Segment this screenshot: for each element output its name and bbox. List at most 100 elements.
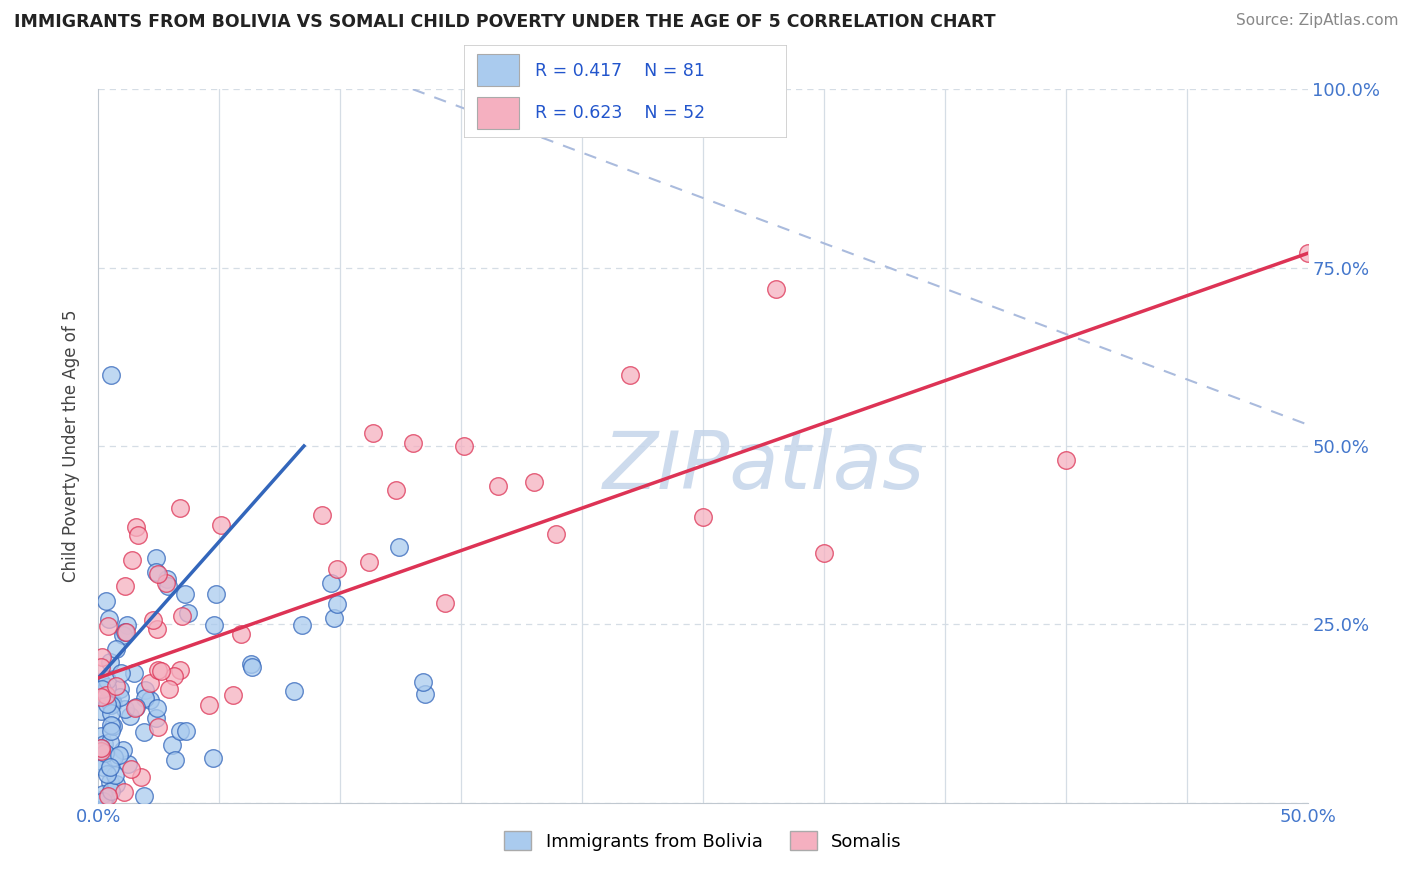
Point — [544, 527, 567, 541]
Point — [139, 693, 162, 707]
Point — [169, 500, 191, 515]
Point — [326, 598, 349, 612]
Point — [101, 719, 124, 733]
Point — [105, 777, 128, 791]
Point — [157, 682, 180, 697]
Point — [357, 556, 380, 570]
Point — [96, 673, 118, 687]
Point — [149, 664, 172, 678]
Point — [90, 740, 112, 755]
Text: R = 0.623    N = 52: R = 0.623 N = 52 — [536, 104, 706, 122]
Point — [97, 612, 120, 626]
Point — [162, 738, 184, 752]
Point — [145, 566, 167, 580]
Point — [108, 690, 131, 705]
Point — [146, 567, 169, 582]
Point — [101, 693, 124, 707]
Point — [388, 540, 411, 554]
Point — [91, 681, 114, 696]
Point — [114, 702, 136, 716]
Point — [174, 724, 197, 739]
Point — [412, 675, 434, 690]
Point — [105, 679, 128, 693]
Point — [134, 724, 156, 739]
Point — [90, 690, 112, 704]
Point — [145, 711, 167, 725]
Point — [91, 649, 114, 664]
Point — [1054, 453, 1077, 467]
Point — [114, 625, 136, 640]
Point — [453, 438, 475, 452]
Point — [93, 737, 115, 751]
Point — [148, 663, 170, 677]
Point — [402, 436, 425, 450]
Point — [322, 611, 344, 625]
Text: IMMIGRANTS FROM BOLIVIA VS SOMALI CHILD POVERTY UNDER THE AGE OF 5 CORRELATION C: IMMIGRANTS FROM BOLIVIA VS SOMALI CHILD … — [14, 13, 995, 31]
Point — [222, 688, 245, 702]
Point — [98, 655, 121, 669]
Point — [100, 368, 122, 382]
Point — [112, 742, 135, 756]
Point — [110, 665, 132, 680]
FancyBboxPatch shape — [464, 45, 787, 138]
Point — [96, 767, 118, 781]
Point — [100, 724, 122, 739]
Point — [96, 697, 118, 711]
Point — [170, 609, 193, 624]
Point — [155, 575, 177, 590]
Point — [163, 669, 186, 683]
Point — [105, 642, 128, 657]
Point — [120, 762, 142, 776]
Point — [127, 528, 149, 542]
Point — [202, 750, 225, 764]
Point — [229, 627, 252, 641]
Point — [139, 676, 162, 690]
Point — [173, 587, 195, 601]
Point — [142, 613, 165, 627]
Text: Source: ZipAtlas.com: Source: ZipAtlas.com — [1236, 13, 1399, 29]
Point — [114, 625, 136, 640]
Point — [108, 747, 131, 762]
Point — [124, 701, 146, 715]
Bar — [477, 97, 519, 129]
Point — [97, 619, 120, 633]
Point — [125, 520, 148, 534]
Point — [90, 740, 112, 755]
Point — [1296, 246, 1319, 260]
Point — [98, 734, 121, 748]
Point — [321, 576, 343, 591]
Point — [169, 723, 191, 738]
Point — [163, 752, 186, 766]
Point — [129, 770, 152, 784]
Point — [434, 596, 457, 610]
Point — [523, 475, 546, 489]
Point — [765, 282, 787, 296]
Point — [90, 660, 112, 674]
Point — [90, 729, 112, 743]
Point — [283, 683, 305, 698]
Point — [101, 696, 124, 710]
Point — [94, 594, 117, 608]
Point — [413, 687, 436, 701]
Point — [100, 784, 122, 798]
Point — [100, 706, 122, 720]
Point — [90, 675, 112, 690]
Point — [242, 660, 264, 674]
Point — [169, 663, 191, 677]
Point — [90, 754, 112, 768]
Point — [104, 768, 127, 782]
Legend: Immigrants from Bolivia, Somalis: Immigrants from Bolivia, Somalis — [496, 824, 910, 858]
Point — [97, 789, 120, 803]
Point — [97, 693, 120, 707]
Point — [103, 750, 125, 764]
Point — [93, 787, 115, 801]
Point — [156, 579, 179, 593]
Point — [91, 760, 114, 774]
Point — [311, 508, 333, 522]
Point — [486, 479, 509, 493]
Point — [523, 118, 546, 132]
Point — [103, 696, 125, 710]
Point — [117, 757, 139, 772]
Text: R = 0.417    N = 81: R = 0.417 N = 81 — [536, 62, 704, 79]
Point — [145, 551, 167, 566]
